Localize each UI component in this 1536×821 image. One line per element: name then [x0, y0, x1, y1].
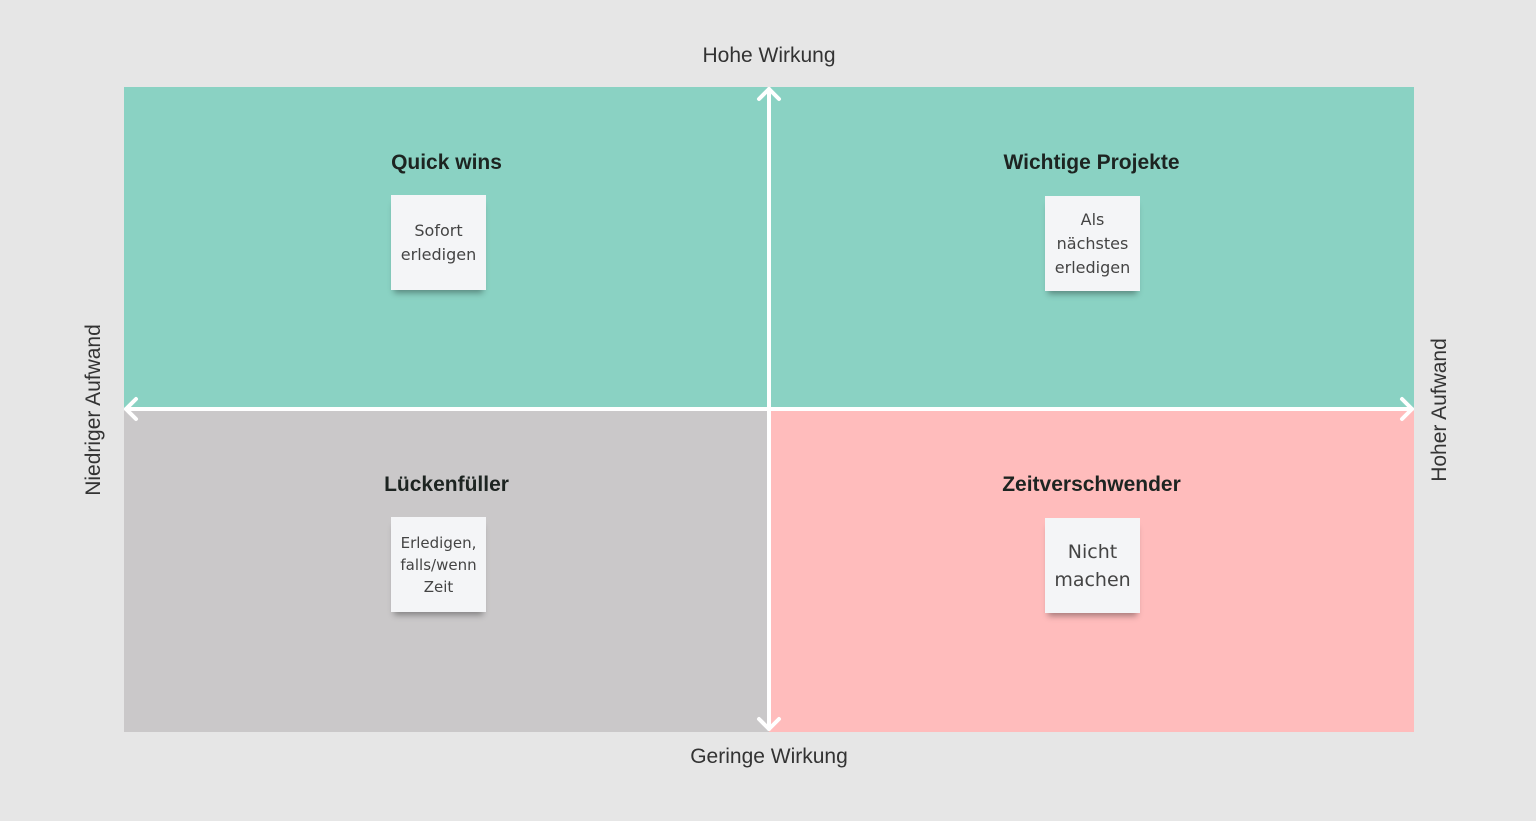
axis-label-bottom: Geringe Wirkung	[690, 745, 848, 768]
sticky-note[interactable]: Als nächstes erledigen	[1045, 196, 1140, 291]
axis-label-left: Niedriger Aufwand	[82, 324, 105, 496]
sticky-note[interactable]: Sofort erledigen	[391, 195, 486, 290]
arrow-left-icon	[124, 397, 138, 421]
arrow-down-icon	[757, 717, 781, 731]
quadrant-lueckenfueller: Lückenfüller Erledigen, falls/wenn Zeit	[124, 409, 769, 732]
quadrant-title: Wichtige Projekte	[1003, 151, 1180, 174]
arrow-right-icon	[1400, 397, 1414, 421]
quadrant-wichtige-projekte: Wichtige Projekte Als nächstes erledigen	[769, 87, 1414, 409]
sticky-note[interactable]: Nicht machen	[1045, 518, 1140, 613]
quadrant-quick-wins: Quick wins Sofort erledigen	[124, 87, 769, 409]
quadrant-title: Quick wins	[391, 151, 502, 174]
arrow-up-icon	[757, 87, 781, 101]
axis-label-right: Hoher Aufwand	[1428, 338, 1451, 482]
axis-label-top: Hohe Wirkung	[702, 44, 836, 67]
quadrant-title: Lückenfüller	[384, 473, 509, 496]
sticky-note[interactable]: Erledigen, falls/wenn Zeit	[391, 517, 486, 612]
quadrant-zeitverschwender: Zeitverschwender Nicht machen	[769, 409, 1414, 732]
quadrant-title: Zeitverschwender	[1002, 473, 1181, 496]
